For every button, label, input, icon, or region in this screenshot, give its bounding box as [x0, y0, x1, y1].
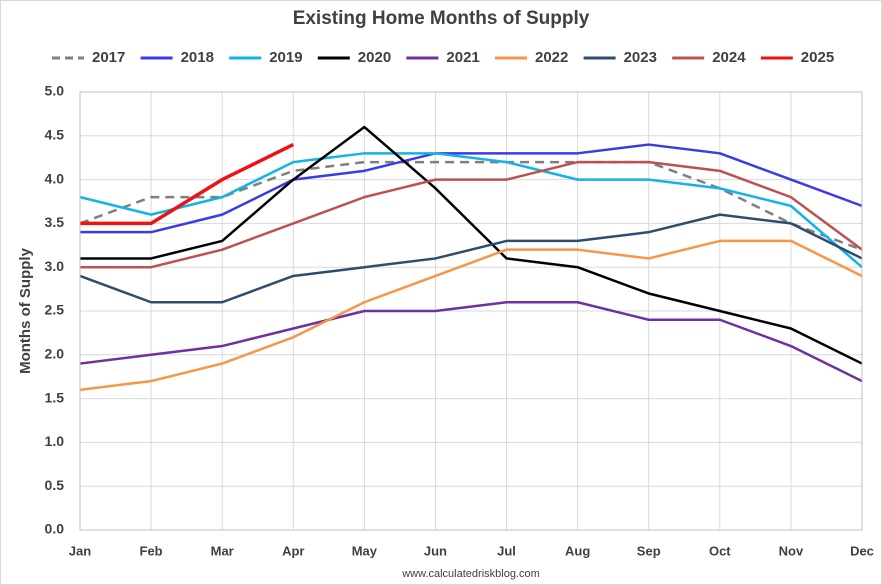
plot-border	[79, 91, 863, 531]
legend-label: 2023	[624, 49, 657, 66]
x-tick-label: Sep	[637, 543, 661, 558]
y-tick-label: 0.5	[45, 477, 65, 493]
y-tick-label: 4.0	[45, 170, 65, 186]
y-tick-label: 2.0	[45, 346, 65, 362]
series-line	[80, 143, 863, 234]
x-tick-label: Nov	[779, 543, 804, 558]
x-tick-label: Mar	[211, 543, 234, 558]
legend-label: 2019	[269, 49, 302, 66]
y-tick-label: 2.5	[45, 302, 65, 318]
y-axis-label: Months of Supply	[17, 247, 34, 373]
x-tick-label: May	[352, 543, 378, 558]
x-tick-label: Jul	[497, 543, 516, 558]
x-tick-label: Apr	[282, 543, 304, 558]
legend-label: 2020	[358, 49, 391, 66]
series-line	[79, 300, 863, 383]
x-tick-label: Dec	[850, 543, 874, 558]
source: www.calculatedriskblog.com	[401, 568, 540, 580]
legend-label: 2022	[535, 49, 568, 66]
series-line	[79, 239, 863, 392]
series-line	[79, 160, 863, 251]
legend-label: 2018	[181, 49, 214, 66]
series-line	[79, 152, 863, 269]
x-tick-label: Feb	[140, 543, 163, 558]
series-line	[80, 142, 295, 226]
y-tick-label: 5.0	[45, 83, 65, 99]
y-tick-label: 1.5	[45, 389, 65, 405]
y-tick-label: 3.0	[45, 258, 65, 274]
x-tick-label: Aug	[565, 543, 590, 558]
legend-label: 2025	[801, 49, 834, 66]
chart-title: Existing Home Months of Supply	[293, 8, 590, 29]
series-line	[80, 160, 863, 269]
legend-label: 2024	[712, 49, 746, 66]
y-tick-label: 1.0	[45, 433, 65, 449]
legend-label: 2021	[446, 49, 479, 66]
legend-label: 2017	[92, 49, 125, 66]
y-tick-label: 4.5	[45, 127, 65, 143]
series-line	[79, 213, 863, 304]
x-tick-label: Jun	[424, 543, 447, 558]
y-tick-label: 0.0	[45, 521, 65, 537]
x-tick-label: Oct	[709, 543, 731, 558]
x-tick-label: Jan	[69, 543, 91, 558]
series-line	[80, 125, 863, 365]
y-tick-label: 3.5	[45, 214, 65, 230]
